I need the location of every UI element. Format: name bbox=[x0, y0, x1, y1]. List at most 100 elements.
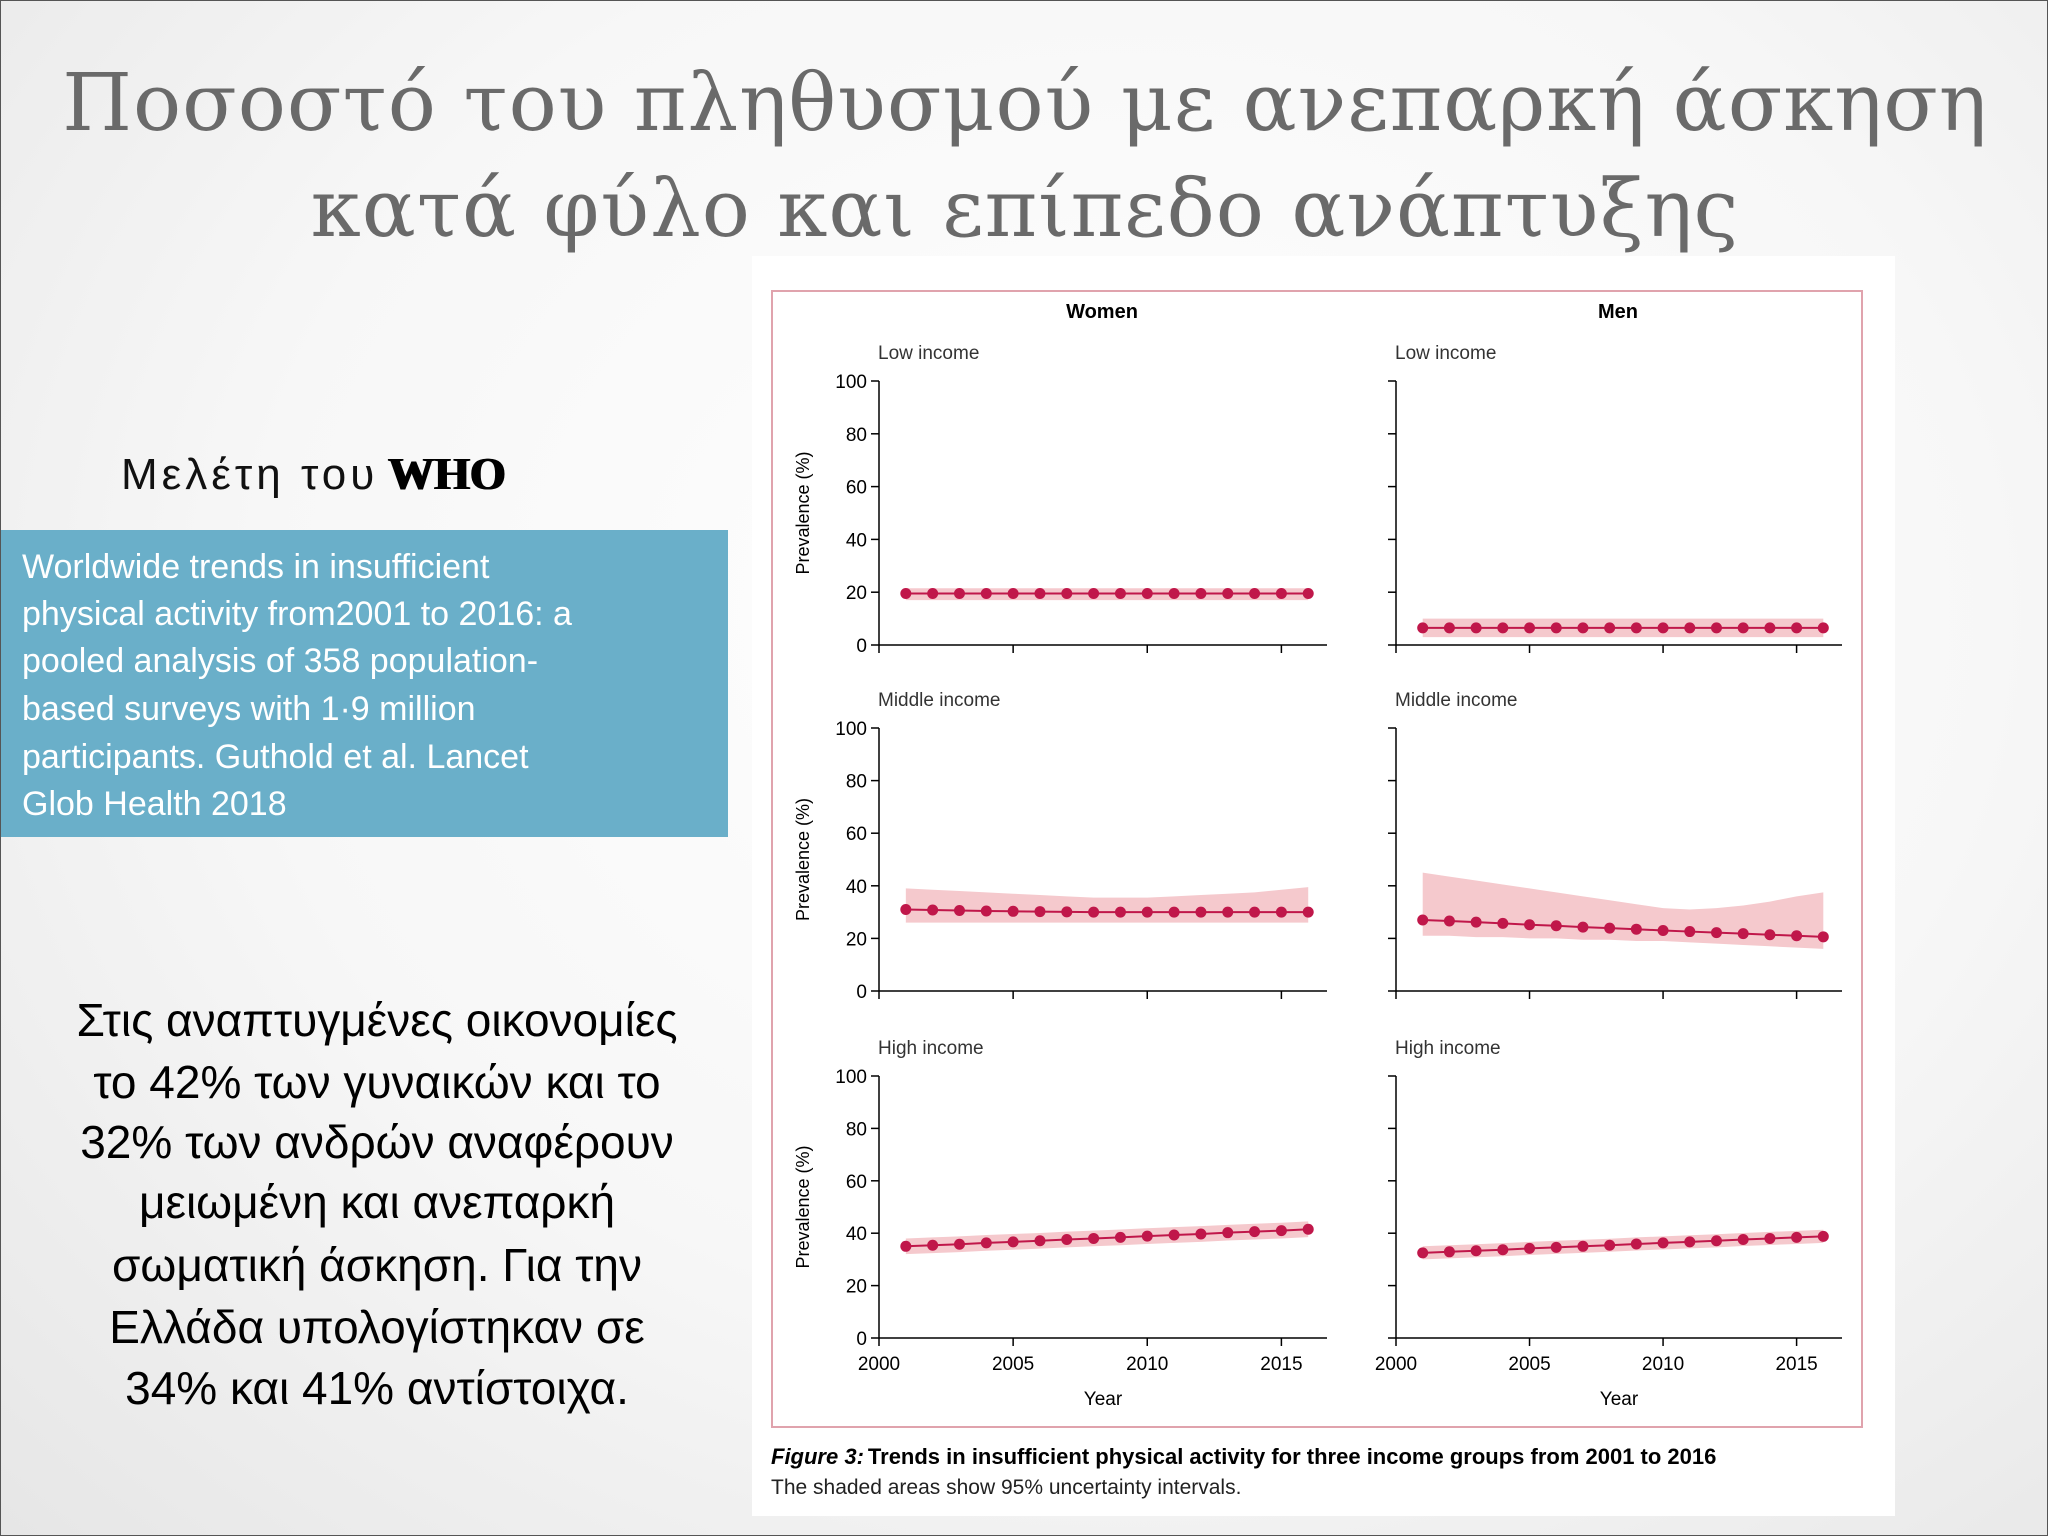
x-tick-label: 2015 bbox=[1260, 1354, 1302, 1375]
reference-line: physical activity from2001 to 2016: a bbox=[22, 595, 572, 633]
figure-border bbox=[771, 290, 1863, 1428]
data-point bbox=[1034, 906, 1046, 918]
data-point bbox=[1417, 914, 1429, 926]
y-tick-label: 0 bbox=[856, 982, 867, 1003]
panel: High income Year 2000 2005 2010 2015 bbox=[1375, 1038, 1842, 1410]
caption-text: Trends in insufficient physical activity… bbox=[868, 1444, 1716, 1469]
data-point bbox=[1114, 588, 1126, 600]
data-point bbox=[1497, 622, 1509, 634]
y-tick-label: 40 bbox=[846, 1224, 867, 1245]
panel-title: Low income bbox=[1395, 343, 1496, 364]
y-axis-label: Prevalence (%) bbox=[793, 451, 813, 574]
y-tick-label: 80 bbox=[846, 1119, 867, 1140]
data-point bbox=[1249, 588, 1261, 600]
y-tick-label: 20 bbox=[846, 583, 867, 604]
data-point bbox=[1817, 931, 1829, 943]
reference-line: pooled analysis of 358 population- bbox=[22, 642, 539, 680]
data-point bbox=[1443, 622, 1455, 634]
data-point bbox=[1604, 922, 1616, 934]
data-point bbox=[1764, 622, 1776, 634]
data-point bbox=[1577, 622, 1589, 634]
data-point bbox=[1034, 1235, 1046, 1247]
body-line: το 42% των γυναικών και το bbox=[93, 1056, 661, 1108]
body-line: 34% και 41% αντίστοιχα. bbox=[125, 1362, 629, 1414]
data-point bbox=[1657, 622, 1669, 634]
body-line: Ελλάδα υπολογίστηκαν σε bbox=[109, 1301, 645, 1353]
data-point bbox=[1630, 1238, 1642, 1250]
uncertainty-band bbox=[905, 887, 1309, 923]
data-point bbox=[1141, 588, 1153, 600]
data-point bbox=[1195, 588, 1207, 600]
data-point bbox=[980, 905, 992, 917]
panel: Middle income Prevalence (%) 0 20 40 60 80 100 bbox=[793, 690, 1327, 1003]
study-text: Μελέτη του bbox=[121, 450, 379, 499]
data-point bbox=[1791, 930, 1803, 942]
data-point bbox=[1550, 622, 1562, 634]
data-point bbox=[1684, 926, 1696, 938]
data-point bbox=[927, 1239, 939, 1251]
data-point bbox=[1007, 1236, 1019, 1248]
data-point bbox=[1710, 622, 1722, 634]
panel-title: Middle income bbox=[878, 690, 1001, 711]
data-point bbox=[1604, 622, 1616, 634]
data-point bbox=[927, 588, 939, 600]
data-point bbox=[1817, 1230, 1829, 1242]
y-tick-label: 80 bbox=[846, 425, 867, 446]
column-header: Men bbox=[1598, 301, 1638, 323]
data-point bbox=[1764, 929, 1776, 941]
y-tick-label: 40 bbox=[846, 530, 867, 551]
data-point bbox=[1195, 906, 1207, 918]
data-point bbox=[1275, 588, 1287, 600]
data-point bbox=[1302, 1223, 1314, 1235]
column-header: Women bbox=[1066, 301, 1138, 323]
data-point bbox=[1061, 906, 1073, 918]
data-point bbox=[953, 588, 965, 600]
y-axis-label: Prevalence (%) bbox=[793, 798, 813, 921]
data-point bbox=[1061, 1233, 1073, 1245]
x-axis-label: Year bbox=[1084, 1389, 1123, 1410]
y-tick-label: 60 bbox=[846, 824, 867, 845]
data-point bbox=[1470, 916, 1482, 928]
data-point bbox=[1577, 921, 1589, 933]
data-point bbox=[1470, 622, 1482, 634]
data-point bbox=[1088, 1232, 1100, 1244]
data-point bbox=[1417, 622, 1429, 634]
y-tick-label: 60 bbox=[846, 1172, 867, 1193]
data-point bbox=[1710, 1235, 1722, 1247]
data-point bbox=[900, 903, 912, 915]
data-point bbox=[1222, 588, 1234, 600]
trend-line bbox=[1422, 918, 1824, 938]
caption-label: Figure 3: bbox=[771, 1444, 864, 1469]
data-point bbox=[1497, 917, 1509, 929]
data-point bbox=[900, 1240, 912, 1252]
panel-title: Middle income bbox=[1395, 690, 1518, 711]
y-tick-label: 20 bbox=[846, 1277, 867, 1298]
data-point bbox=[1007, 588, 1019, 600]
data-point bbox=[1275, 1225, 1287, 1237]
data-point bbox=[1737, 622, 1749, 634]
data-point bbox=[1168, 588, 1180, 600]
x-tick-label: 2005 bbox=[1508, 1354, 1550, 1375]
reference-box: Worldwide trends in insufficient physica… bbox=[1, 530, 728, 837]
trend-line bbox=[905, 908, 1309, 914]
data-point bbox=[1114, 906, 1126, 918]
data-point bbox=[1684, 1236, 1696, 1248]
data-point bbox=[1061, 588, 1073, 600]
slide-title: κατά φύλο και επίπεδο ανάπτυξης bbox=[310, 162, 1740, 255]
reference-line: participants. Guthold et al. Lancet bbox=[22, 738, 529, 776]
x-tick-label: 2010 bbox=[1642, 1354, 1684, 1375]
caption: Figure 3: Trends in insufficient physical… bbox=[771, 1444, 1716, 1469]
data-point bbox=[1088, 588, 1100, 600]
data-point bbox=[1604, 1239, 1616, 1251]
data-point bbox=[1710, 927, 1722, 939]
x-tick-label: 2000 bbox=[1375, 1354, 1417, 1375]
data-point bbox=[1302, 906, 1314, 918]
figure: Women Men Figure 3: Trends in insufficien… bbox=[752, 256, 1895, 1516]
panel: Low income bbox=[1388, 343, 1842, 653]
data-point bbox=[900, 588, 912, 600]
caption-note: The shaded areas show 95% uncertainty in… bbox=[771, 1476, 1241, 1499]
panel-title: High income bbox=[878, 1038, 984, 1059]
data-point bbox=[1817, 622, 1829, 634]
data-point bbox=[1034, 588, 1046, 600]
data-point bbox=[980, 1237, 992, 1249]
